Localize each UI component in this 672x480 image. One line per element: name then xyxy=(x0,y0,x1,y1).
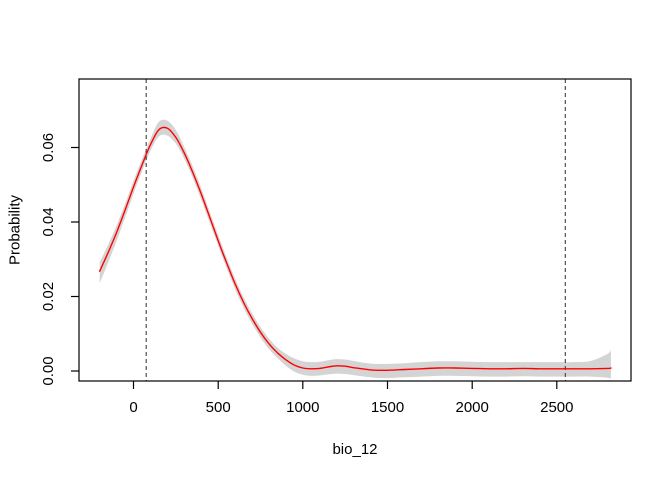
x-axis-title: bio_12 xyxy=(332,441,378,458)
x-tick-label: 1000 xyxy=(286,399,319,416)
plot-box xyxy=(78,78,632,382)
x-tick-label: 1500 xyxy=(371,399,404,416)
y-axis-title: Probability xyxy=(6,194,24,266)
y-tick-label: 0.00 xyxy=(40,356,57,385)
y-tick-label: 0.04 xyxy=(40,207,57,236)
x-tick-label: 2000 xyxy=(456,399,489,416)
mean-response-curve xyxy=(99,126,612,372)
confidence-band xyxy=(99,119,611,379)
x-tick-label: 0 xyxy=(129,399,137,416)
x-tick-label: 2500 xyxy=(540,399,573,416)
x-tick-label: 500 xyxy=(206,399,231,416)
y-tick-label: 0.06 xyxy=(40,133,57,162)
y-tick-label: 0.02 xyxy=(40,282,57,311)
